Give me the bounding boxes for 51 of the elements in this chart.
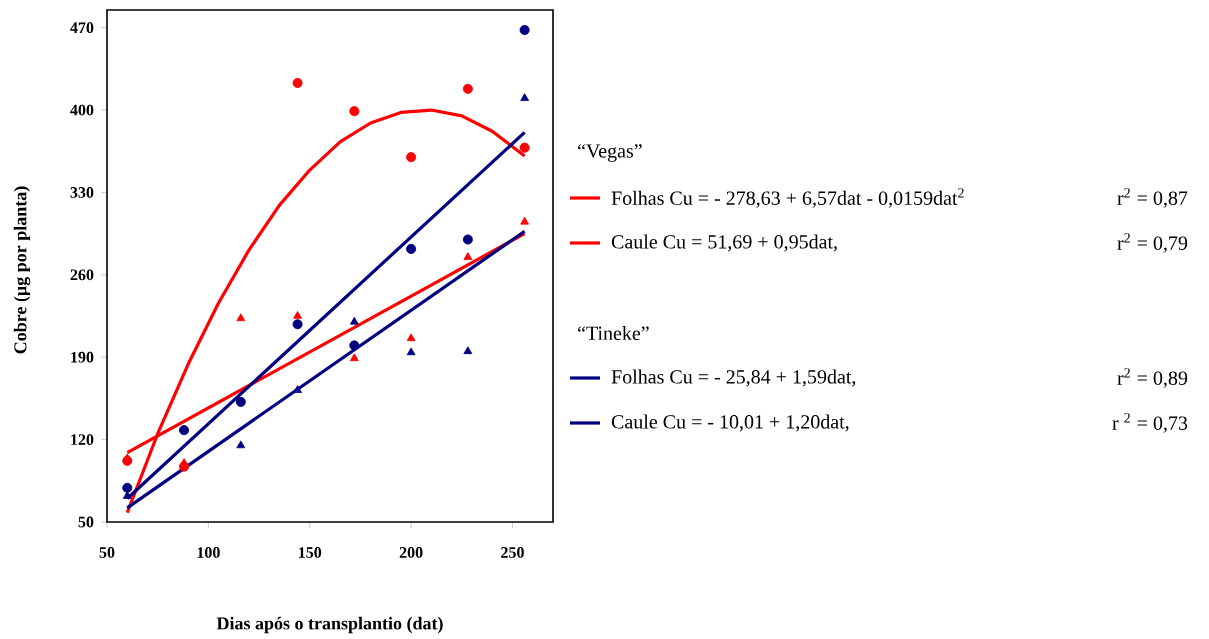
point xyxy=(235,396,246,407)
point xyxy=(463,346,473,355)
point xyxy=(462,83,473,94)
point xyxy=(520,216,530,225)
point xyxy=(179,458,189,466)
y-tick-label: 400 xyxy=(70,104,94,116)
legend-label: Folhas Cu = - 25,84 + 1,59dat, xyxy=(611,369,856,387)
y-tick-label: 330 xyxy=(70,187,94,198)
point xyxy=(122,482,133,493)
point xyxy=(406,333,416,342)
x-tick-label: 50 xyxy=(99,547,115,558)
point xyxy=(406,347,416,356)
point xyxy=(520,93,530,101)
point xyxy=(519,25,530,36)
point xyxy=(406,243,417,254)
point xyxy=(349,340,360,351)
point xyxy=(519,142,530,153)
point xyxy=(349,316,359,325)
point xyxy=(462,234,473,245)
text: r$^{2}$ = 0,87 xyxy=(1117,188,1188,208)
x-axis-title: Dias após o transplantio (dat) xyxy=(216,616,443,634)
point xyxy=(236,440,246,449)
point xyxy=(406,152,417,163)
y-tick-label: 470 xyxy=(70,22,94,34)
point xyxy=(293,311,302,319)
point xyxy=(292,319,303,330)
point xyxy=(179,425,190,436)
x-tick-label: 200 xyxy=(399,547,423,558)
legend-label: Caule Cu = - 10,01 + 1,20dat, xyxy=(611,414,849,432)
point xyxy=(292,77,303,88)
y-tick-label: 50 xyxy=(78,516,94,528)
y-tick-label: 190 xyxy=(71,351,94,363)
text: r $^{2}$ = 0,73 xyxy=(1112,413,1188,433)
y-tick-label: 120 xyxy=(71,434,94,446)
text: “Tineke” xyxy=(578,325,649,341)
point xyxy=(236,313,246,322)
x-tick-label: 250 xyxy=(501,547,524,558)
point xyxy=(349,106,360,117)
point xyxy=(122,491,132,499)
x-tick-label: 100 xyxy=(197,547,220,558)
x-tick-label: 150 xyxy=(299,547,322,558)
text: r$^{2}$ = 0,89 xyxy=(1117,368,1188,388)
legend-label: Caule Cu = 51,69 + 0,95dat, xyxy=(611,234,837,252)
point xyxy=(463,252,473,260)
point xyxy=(293,385,302,393)
legend-label: Folhas Cu = - 278,63 + 6,57dat - 0,0159dat$^{2}$ xyxy=(611,188,964,208)
point xyxy=(349,353,359,362)
text: r$^{2}$ = 0,79 xyxy=(1117,233,1188,253)
y-tick-label: 260 xyxy=(70,269,94,281)
y-axis-title: Cobre (µg por planta) xyxy=(13,186,31,354)
text: “Vegas” xyxy=(578,144,642,162)
